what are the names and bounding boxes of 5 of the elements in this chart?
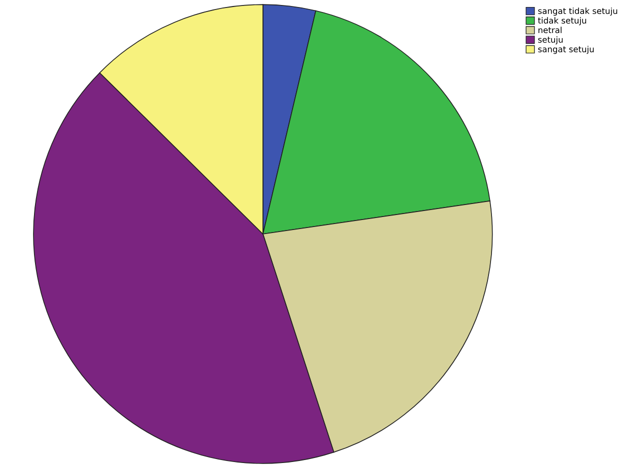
legend-label: sangat setuju bbox=[538, 46, 594, 54]
legend-label: setuju bbox=[538, 36, 563, 44]
legend-label: tidak setuju bbox=[538, 17, 586, 26]
legend-label: netral bbox=[538, 26, 562, 34]
legend-label: sangat tidak setuju bbox=[538, 8, 618, 16]
